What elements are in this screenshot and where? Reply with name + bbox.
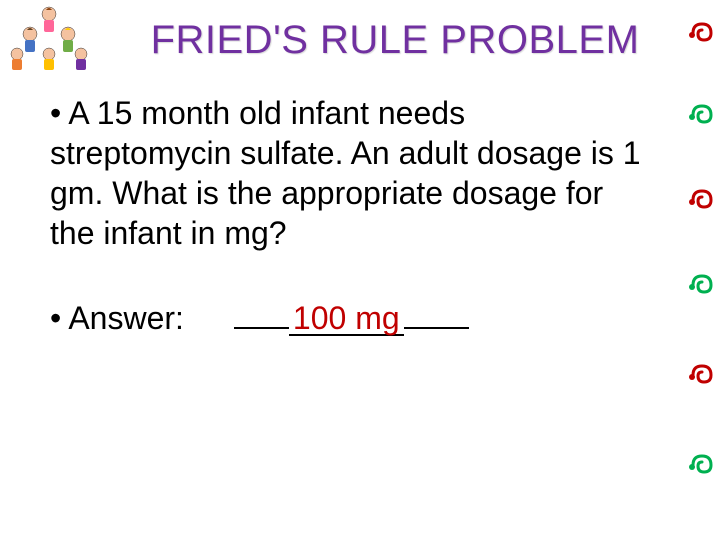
- spiral-decoration-icon: [688, 450, 716, 480]
- spiral-decoration-icon: [688, 185, 716, 215]
- underline-pre: [234, 293, 289, 329]
- underline-post: [404, 293, 469, 329]
- spiral-decoration-icon: [688, 270, 716, 300]
- answer-label-text: Answer:: [68, 300, 184, 336]
- spiral-decoration-icon: [688, 100, 716, 130]
- children-pyramid-illustration-icon: [2, 2, 97, 72]
- slide-title: FRIED'S RULE PROBLEM: [100, 18, 690, 63]
- spiral-decoration-icon: [688, 18, 716, 48]
- answer-label: • Answer:: [50, 300, 184, 337]
- slide-container: FRIED'S RULE PROBLEM • A 15 month old in…: [0, 0, 720, 540]
- answer-value: 100 mg: [289, 300, 404, 336]
- answer-bullet: • Answer: 100 mg: [50, 293, 650, 337]
- slide-content: • A 15 month old infant needs streptomyc…: [40, 93, 690, 337]
- problem-text: A 15 month old infant needs streptomycin…: [50, 95, 641, 251]
- problem-bullet: • A 15 month old infant needs streptomyc…: [50, 93, 650, 253]
- spiral-decoration-icon: [688, 360, 716, 390]
